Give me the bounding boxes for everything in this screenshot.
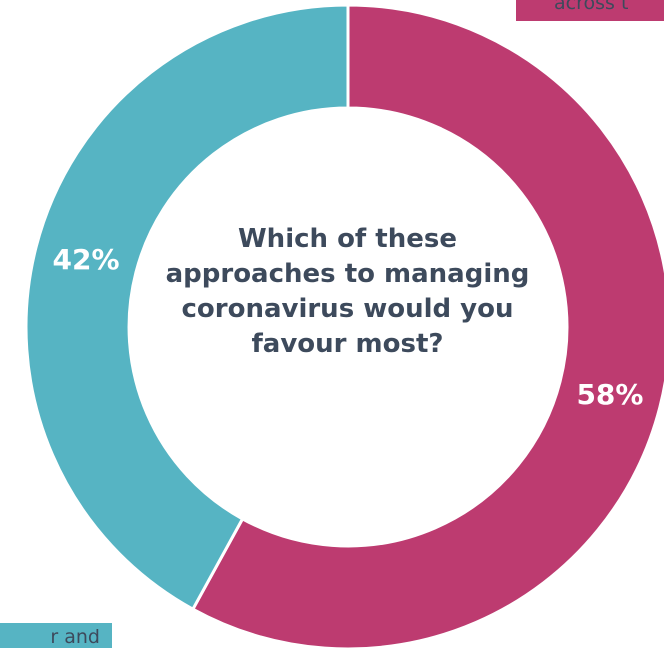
center-question-text: Which of these approaches to managing co… <box>165 224 530 359</box>
callout-top-right: across t <box>516 0 664 21</box>
donut-slice-0 <box>190 3 664 648</box>
donut-data-label-0: 58% <box>576 378 643 411</box>
donut-slice-1 <box>24 3 350 612</box>
callout-bottom-left-text: r and <box>50 626 100 648</box>
donut-slices <box>24 3 664 648</box>
donut-labels: 58% 42% <box>53 243 644 411</box>
callout-top-right-text: across t <box>554 0 629 14</box>
donut-data-label-1: 42% <box>53 243 120 276</box>
callout-bottom-left: r and <box>0 623 112 648</box>
